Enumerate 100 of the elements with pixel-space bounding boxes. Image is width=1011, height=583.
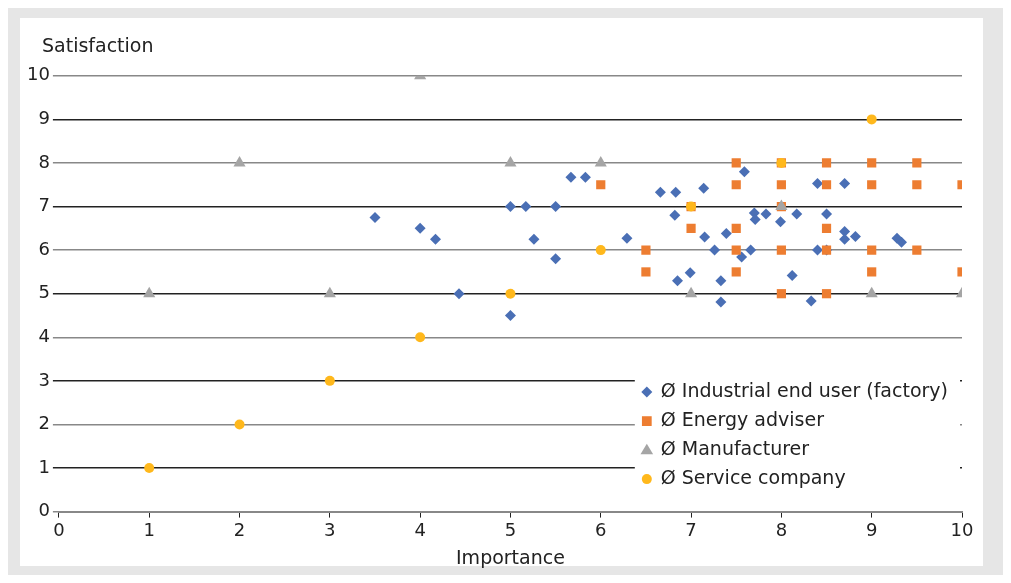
point bbox=[731, 267, 741, 277]
y-tick-label: 2 bbox=[38, 412, 50, 434]
point bbox=[736, 251, 748, 263]
y-tick-label: 5 bbox=[38, 281, 50, 303]
point bbox=[528, 233, 540, 245]
point bbox=[821, 289, 832, 299]
x-tick-label: 0 bbox=[53, 519, 65, 541]
point bbox=[731, 158, 741, 168]
point bbox=[144, 463, 155, 474]
point bbox=[738, 166, 750, 178]
legend-label: Ø Energy adviser bbox=[660, 408, 825, 431]
x-tick-label: 2 bbox=[233, 519, 246, 541]
point bbox=[867, 180, 877, 190]
point bbox=[504, 309, 516, 321]
point bbox=[805, 295, 817, 307]
point bbox=[821, 180, 832, 190]
point bbox=[731, 180, 741, 190]
point bbox=[621, 232, 633, 244]
x-tick-label: 8 bbox=[775, 519, 788, 541]
y-tick-label: 9 bbox=[38, 107, 50, 129]
point bbox=[686, 223, 696, 233]
point bbox=[760, 208, 772, 220]
x-tick-label: 4 bbox=[414, 519, 426, 541]
point bbox=[731, 223, 741, 233]
point bbox=[520, 201, 532, 213]
y-tick-label: 6 bbox=[38, 237, 50, 259]
point bbox=[414, 222, 426, 234]
point bbox=[324, 375, 335, 386]
point bbox=[715, 296, 727, 308]
y-tick-label: 0 bbox=[38, 499, 50, 521]
point bbox=[912, 245, 922, 255]
point bbox=[595, 245, 606, 256]
y-tick-label: 8 bbox=[38, 150, 50, 172]
point bbox=[594, 155, 607, 167]
point bbox=[867, 245, 877, 255]
point bbox=[453, 288, 465, 300]
point bbox=[821, 158, 832, 168]
point bbox=[550, 253, 562, 265]
point bbox=[685, 286, 698, 298]
point bbox=[720, 228, 732, 240]
point bbox=[776, 289, 786, 299]
point bbox=[867, 267, 877, 277]
point bbox=[699, 231, 711, 243]
point bbox=[709, 244, 721, 256]
point bbox=[684, 267, 696, 279]
point bbox=[504, 155, 517, 167]
y-tick-label: 10 bbox=[27, 63, 50, 85]
point bbox=[821, 223, 832, 233]
legend-label: Ø Manufacturer bbox=[660, 437, 810, 460]
point bbox=[821, 208, 833, 220]
x-tick-label: 5 bbox=[504, 519, 517, 541]
point bbox=[550, 201, 562, 213]
point bbox=[866, 114, 877, 125]
x-tick-label: 3 bbox=[324, 519, 336, 541]
y-tick-label: 4 bbox=[38, 324, 50, 346]
point bbox=[865, 286, 878, 298]
x-tick-label: 7 bbox=[685, 519, 697, 541]
point bbox=[369, 211, 381, 223]
point bbox=[579, 171, 591, 183]
y-tick-label: 3 bbox=[38, 368, 50, 390]
x-tick-label: 9 bbox=[865, 519, 878, 541]
point bbox=[641, 245, 651, 255]
point bbox=[143, 286, 156, 298]
point bbox=[745, 244, 757, 256]
point bbox=[654, 186, 666, 198]
point bbox=[786, 269, 798, 281]
point bbox=[715, 275, 727, 287]
x-tick-label: 6 bbox=[595, 519, 607, 541]
point bbox=[504, 201, 516, 213]
point bbox=[565, 171, 577, 183]
y-axis-title: Satisfaction bbox=[42, 34, 154, 56]
point bbox=[849, 231, 861, 243]
legend-label: Ø Service company bbox=[660, 466, 846, 489]
point bbox=[505, 288, 516, 299]
y-tick-label: 1 bbox=[38, 455, 50, 477]
point bbox=[839, 225, 851, 237]
point bbox=[415, 332, 426, 343]
point bbox=[839, 177, 851, 189]
x-tick-label: 10 bbox=[950, 519, 974, 541]
point bbox=[641, 267, 651, 277]
point bbox=[323, 286, 336, 298]
point bbox=[430, 233, 441, 245]
legend-label: Ø Industrial end user (factory) bbox=[660, 379, 949, 402]
point bbox=[670, 186, 682, 198]
y-tick-label: 7 bbox=[38, 194, 50, 216]
point bbox=[912, 158, 922, 168]
point bbox=[669, 209, 681, 221]
point bbox=[774, 216, 786, 228]
point bbox=[912, 180, 922, 190]
point bbox=[234, 419, 245, 430]
point bbox=[867, 158, 877, 168]
point bbox=[776, 245, 786, 255]
point bbox=[776, 180, 786, 190]
x-axis-title: Importance bbox=[456, 545, 565, 568]
point bbox=[731, 245, 741, 255]
point bbox=[672, 275, 684, 287]
x-tick-label: 1 bbox=[143, 519, 155, 541]
point bbox=[233, 155, 246, 167]
point bbox=[596, 180, 606, 190]
point bbox=[791, 208, 803, 220]
